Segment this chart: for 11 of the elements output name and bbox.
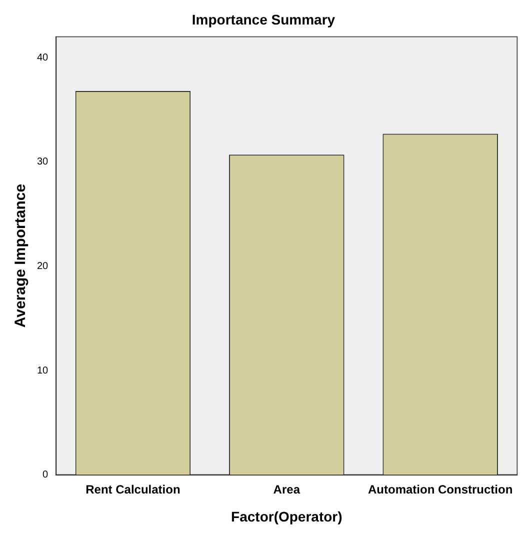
x-axis-title: Factor(Operator) — [231, 508, 342, 524]
x-tick-label: Area — [273, 482, 300, 496]
y-axis-title: Average Importance — [12, 184, 30, 328]
x-tick-label: Rent Calculation — [86, 482, 180, 496]
y-tick-label: 0 — [42, 470, 49, 481]
x-tick-label: Automation Construction — [368, 482, 513, 496]
chart-title: Importance Summary — [192, 11, 336, 28]
y-tick-label: 30 — [37, 156, 49, 168]
y-tick-label: 40 — [37, 52, 49, 64]
y-tick-label: 10 — [37, 365, 49, 376]
y-tick-label: 20 — [37, 260, 49, 272]
